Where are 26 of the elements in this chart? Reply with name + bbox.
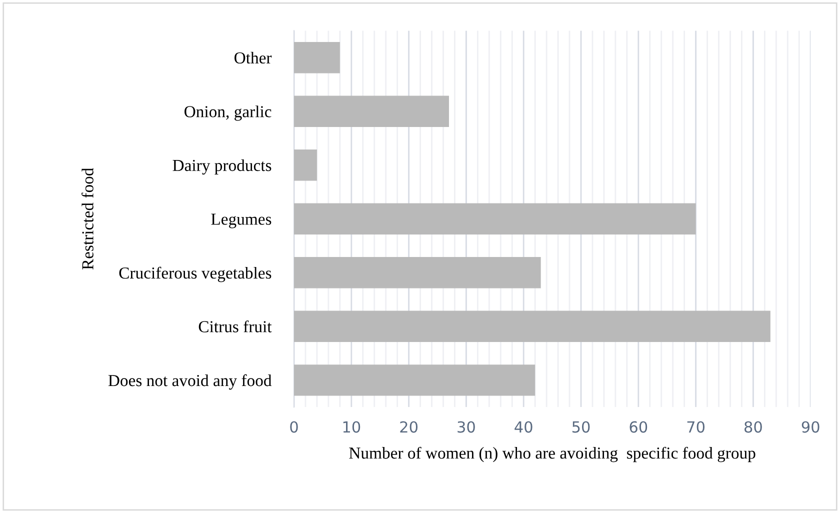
x-tick-label: 60 (630, 421, 648, 433)
x-tick-label: 50 (572, 421, 590, 433)
bar (294, 364, 536, 396)
bar (294, 257, 541, 288)
y-tick-label: Dairy products (172, 159, 272, 174)
x-tick-label: 0 (290, 421, 298, 433)
bar (294, 203, 696, 234)
x-tick-label: 80 (744, 421, 762, 433)
y-tick-label: Citrus fruit (198, 320, 272, 332)
y-tick-label: Other (234, 52, 272, 64)
bar (294, 150, 317, 181)
bar (294, 310, 770, 342)
y-tick-label: Does not avoid any food (108, 374, 272, 390)
bar (294, 96, 449, 127)
x-axis-title: Number of women (n) who are avoiding specific food group (349, 446, 756, 462)
bar (294, 42, 340, 74)
x-tick-label: 70 (687, 421, 705, 433)
x-tick-label: 90 (802, 421, 820, 433)
y-axis-title: Restricted food (82, 168, 94, 270)
y-tick-label: Onion, garlic (184, 106, 272, 121)
x-tick-label: 20 (400, 421, 418, 433)
x-tick-label: 30 (458, 421, 475, 433)
y-tick-label: Cruciferous vegetables (119, 266, 272, 282)
x-tick-label: 40 (514, 421, 532, 433)
x-tick-label: 10 (343, 421, 360, 433)
y-tick-label: Legumes (211, 214, 272, 228)
